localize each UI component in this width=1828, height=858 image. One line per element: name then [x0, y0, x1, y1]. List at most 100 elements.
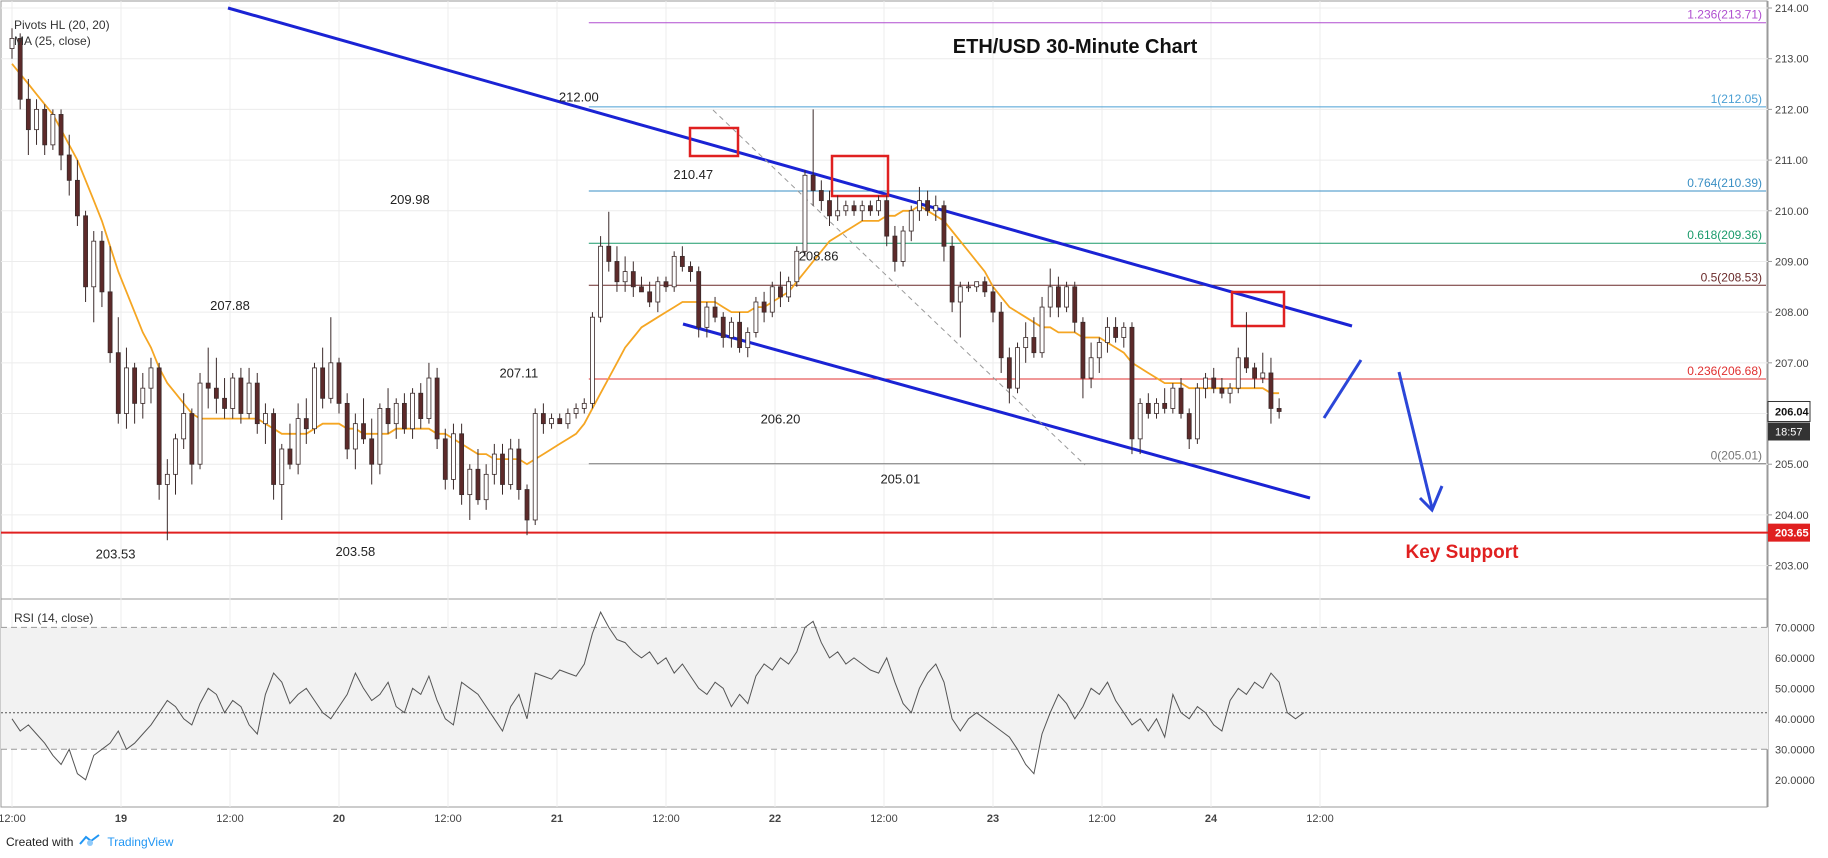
- candle-body: [573, 408, 579, 414]
- candle-body: [148, 367, 154, 389]
- support-price-badge: [1768, 523, 1810, 542]
- candle-body: [197, 382, 203, 465]
- candle-body: [769, 286, 775, 313]
- candle-body: [549, 418, 554, 425]
- candle-body: [418, 392, 424, 419]
- pivots-indicator-label[interactable]: Pivots HL (20, 20): [14, 18, 110, 32]
- candle-body: [1252, 367, 1257, 379]
- rsi-tick-label: 70.0000: [1775, 622, 1815, 634]
- candle-body: [500, 453, 505, 485]
- candle-body: [516, 448, 522, 490]
- candle-body: [859, 205, 865, 212]
- candle-body: [745, 332, 751, 349]
- fib-label: 0(205.01): [1711, 449, 1762, 463]
- chart-title: ETH/USD 30-Minute Chart: [953, 36, 1198, 58]
- candle-body: [1145, 402, 1151, 414]
- highlight-box: [688, 126, 740, 158]
- candle-body: [1031, 337, 1037, 354]
- candle-body: [279, 448, 285, 485]
- candle-body: [696, 271, 702, 328]
- pivot-label: 203.58: [335, 544, 375, 559]
- candle-body: [598, 245, 603, 318]
- y-tick-label: 203.00: [1775, 561, 1809, 573]
- price-axis: 203.00204.00205.00206.00207.00208.00209.…: [1767, 3, 1811, 573]
- fibonacci-levels: 1.236(213.71) 1(212.05) 0.764(210.39) 0.618…: [588, 8, 1766, 465]
- pivot-label: 208.86: [799, 249, 839, 264]
- pivot-label: 203.53: [96, 547, 136, 562]
- candle-body: [344, 402, 350, 450]
- candle-body: [1056, 286, 1061, 308]
- y-tick-label: 213.00: [1775, 54, 1809, 66]
- y-tick-label: 210.00: [1775, 206, 1809, 218]
- candle-body: [115, 352, 121, 414]
- candle-body: [238, 377, 244, 414]
- x-tick-label: 12:00: [0, 813, 26, 825]
- candle-body: [263, 413, 268, 425]
- candle-body: [794, 250, 800, 283]
- candle-body: [802, 174, 808, 252]
- candle-body: [385, 408, 391, 425]
- candle-body: [205, 382, 211, 389]
- candle-body: [900, 230, 906, 262]
- last-price-label: 206.04: [1775, 406, 1810, 418]
- y-tick-label: 214.00: [1775, 3, 1809, 15]
- candle-body: [524, 489, 530, 521]
- ma-indicator-label[interactable]: MA (25, close): [14, 34, 91, 48]
- candle-body: [786, 281, 792, 298]
- x-tick-label: 12:00: [870, 813, 898, 825]
- candle-body: [50, 114, 56, 146]
- candle-body: [1227, 387, 1233, 394]
- candle-body: [164, 473, 170, 485]
- candle-body: [442, 438, 448, 480]
- candle-body: [884, 200, 890, 237]
- candle-body: [778, 286, 783, 298]
- candle-body: [426, 377, 432, 419]
- pivot-label: 207.11: [499, 365, 538, 380]
- candle-body: [1080, 321, 1086, 379]
- candle-body: [663, 281, 669, 288]
- candle-body: [1203, 377, 1208, 389]
- fib-label: 1.236(213.71): [1687, 8, 1762, 22]
- y-tick-label: 207.00: [1775, 358, 1809, 370]
- pivot-labels: 203.53 207.88 203.58 209.98 207.11 212.00 210.…: [96, 89, 921, 561]
- candle-body: [704, 306, 710, 328]
- candle-body: [1023, 337, 1029, 349]
- candle-body: [867, 205, 873, 212]
- candle-body: [328, 362, 334, 399]
- candle-body: [1219, 387, 1225, 394]
- pivot-label: 205.01: [880, 472, 920, 487]
- rsi-indicator-label[interactable]: RSI (14, close): [14, 611, 94, 625]
- candle-body: [712, 306, 718, 318]
- candle-body: [753, 301, 759, 333]
- last-price-badge: [1767, 400, 1811, 422]
- countdown-label: 18:57: [1775, 426, 1803, 438]
- fib-trace-line: [712, 109, 1086, 466]
- candle-body: [614, 261, 620, 283]
- x-tick-label: 19: [115, 813, 127, 825]
- candle-body: [606, 245, 612, 262]
- candle-body: [459, 433, 465, 496]
- candlesticks: [9, 28, 1282, 541]
- rsi-tick-label: 50.0000: [1775, 683, 1815, 695]
- candle-body: [720, 316, 726, 338]
- candle-body: [213, 387, 219, 399]
- candle-body: [287, 448, 293, 465]
- candle-body: [966, 286, 971, 289]
- candle-body: [974, 281, 980, 288]
- highlight-box: [1230, 290, 1286, 328]
- candle-body: [1235, 357, 1241, 389]
- decline-arrow-line: [1397, 371, 1434, 509]
- candle-body: [1113, 326, 1119, 338]
- candle-body: [565, 413, 571, 425]
- candle-body: [1064, 286, 1069, 308]
- candle-body: [377, 408, 383, 465]
- candle-body: [99, 240, 105, 293]
- pivot-label: 206.20: [761, 411, 801, 426]
- candle-body: [729, 321, 734, 338]
- candle-body: [655, 281, 661, 303]
- candle-body: [540, 413, 546, 425]
- candle-body: [1178, 387, 1184, 414]
- candle-body: [933, 205, 939, 212]
- tradingview-link[interactable]: TradingView: [107, 834, 174, 849]
- candle-body: [1268, 372, 1274, 409]
